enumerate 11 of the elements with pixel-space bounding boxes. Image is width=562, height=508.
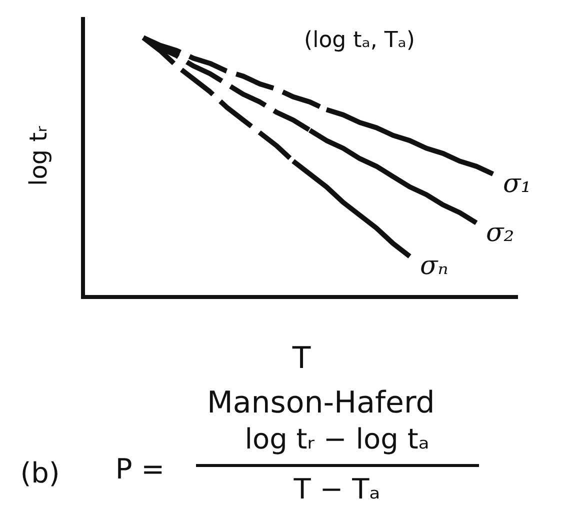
series-label: σ₁ — [503, 169, 532, 199]
x-axis-title: T — [291, 341, 312, 376]
text: P = — [115, 452, 165, 486]
series-label: σ₂ — [486, 218, 514, 248]
text: Manson-Haferd — [206, 386, 435, 420]
y-axis-title: log tᵣ — [24, 125, 53, 186]
series-label: σₙ — [420, 251, 448, 281]
text: (b) — [20, 456, 60, 490]
annotation: (log tₐ, Tₐ) — [304, 28, 415, 53]
text: log tᵣ − log tₐ — [244, 422, 430, 456]
text: T − Tₐ — [294, 472, 380, 506]
